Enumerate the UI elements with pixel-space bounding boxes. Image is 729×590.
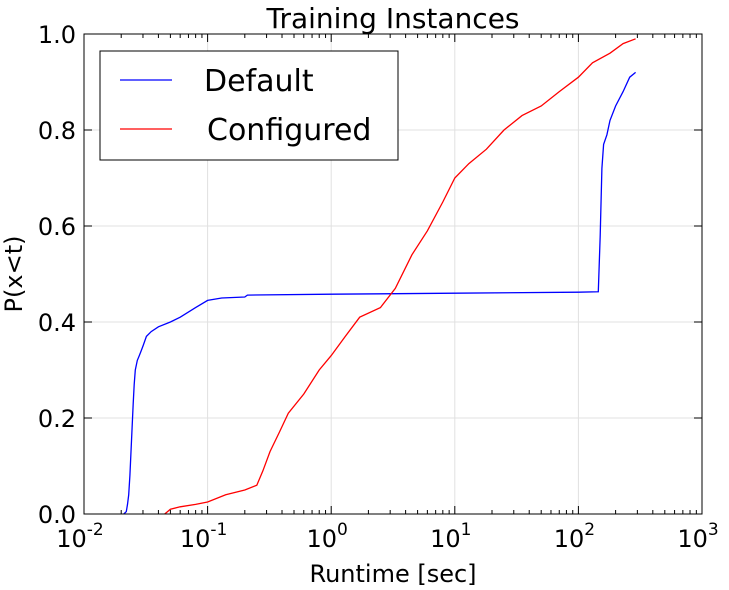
legend-box (99, 50, 399, 161)
y-axis-title: P(x<t) (0, 236, 28, 313)
x-axis-title: Runtime [sec] (309, 560, 476, 588)
x-tick-base: 10 (307, 525, 338, 553)
x-tick-label: 103 (677, 520, 718, 553)
legend-label-configured: Configured (207, 113, 371, 148)
x-tick-exponent: -1 (210, 520, 227, 540)
x-tick-exponent: 1 (461, 520, 472, 540)
legend: Default Configured (99, 50, 399, 161)
x-tick-base: 10 (430, 525, 461, 553)
y-tick-label: 0.4 (38, 309, 76, 337)
y-tick-label: 0.2 (38, 405, 76, 433)
series-line-default (123, 71, 637, 515)
x-tick-base: 10 (554, 525, 585, 553)
x-tick-base: 10 (56, 525, 87, 553)
y-tick-label: 0.8 (38, 117, 76, 145)
x-tick-exponent: -2 (87, 520, 104, 540)
x-tick-label: 102 (554, 520, 595, 553)
x-tick-label: 100 (307, 520, 348, 553)
x-tick-base: 10 (180, 525, 211, 553)
plot-frame (83, 33, 703, 515)
x-tick-exponent: 2 (584, 520, 595, 540)
x-tick-exponent: 0 (337, 520, 348, 540)
chart-title: Training Instances (265, 2, 519, 35)
legend-label-default: Default (204, 64, 314, 99)
ticks: 0.00.20.40.60.81.010-2 10-1 100 101 102 103 (38, 21, 719, 553)
series-layer (123, 38, 637, 515)
y-tick-label: 0.6 (38, 213, 76, 241)
series-line-configured (164, 38, 636, 515)
x-tick-label: 101 (430, 520, 471, 553)
y-tick-label: 1.0 (38, 21, 76, 49)
y-tick-label: 0.0 (38, 501, 76, 529)
x-tick-base: 10 (677, 525, 708, 553)
x-tick-label: 10-2 (56, 520, 104, 553)
x-tick-label: 10-1 (180, 520, 228, 553)
x-tick-exponent: 3 (708, 520, 719, 540)
